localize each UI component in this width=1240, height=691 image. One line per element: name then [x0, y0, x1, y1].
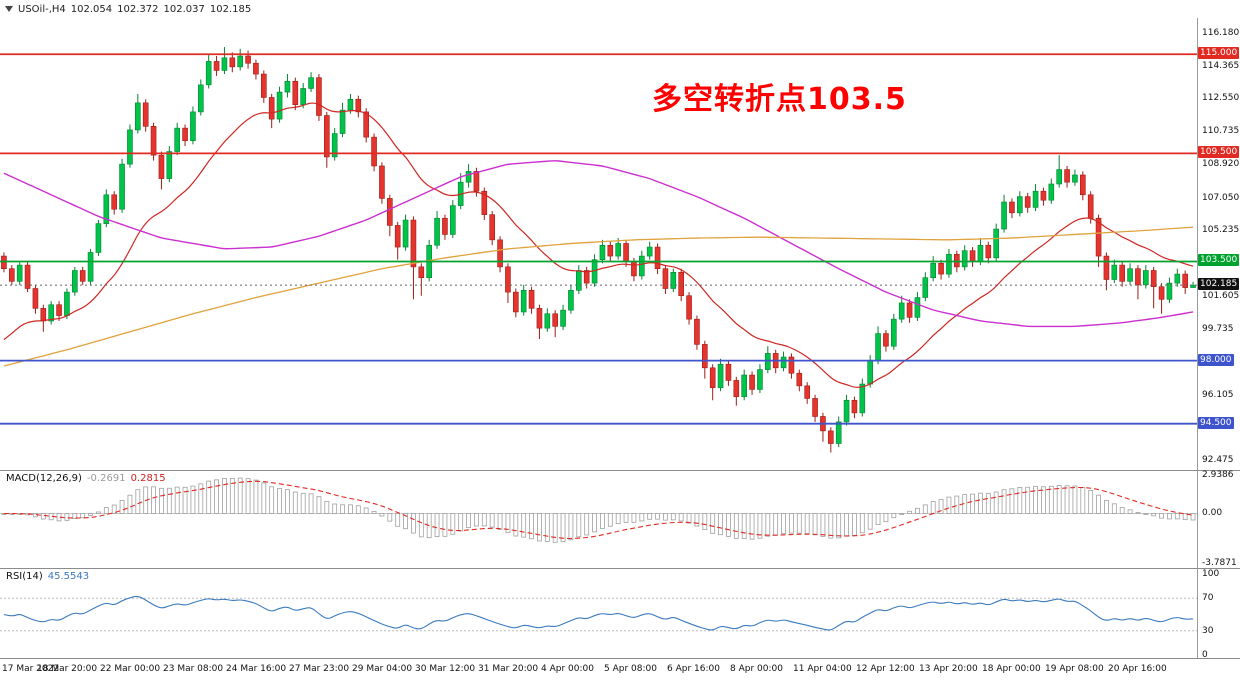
macd-header: MACD(12,26,9) -0.2691 0.2815	[6, 473, 171, 484]
price-level-badge: 109.500	[1198, 146, 1240, 159]
macd-axis-label: 0.00	[1202, 508, 1223, 519]
panel-separator	[0, 470, 1240, 471]
macd-panel-canvas[interactable]	[0, 470, 1197, 568]
time-axis-label: 5 Apr 08:00	[604, 664, 657, 674]
price-axis-label: 107.050	[1202, 192, 1240, 203]
time-axis: 17 Mar 2022 18 Mar 20:00 22 Mar 00:00 23 Ma…	[0, 660, 1197, 690]
ohlc-close-value: 102.185	[209, 4, 252, 15]
price-level-badge: 103.500	[1198, 254, 1240, 267]
ma-magenta-line	[3, 160, 1194, 328]
time-axis-label: 18 Apr 00:00	[982, 664, 1041, 674]
price-axis-label: 112.550	[1202, 93, 1240, 104]
rsi-axis-label: 100	[1202, 569, 1220, 579]
time-axis-label: 12 Apr 12:00	[856, 664, 915, 674]
candles-group	[1, 47, 1196, 453]
price-axis-label: 108.920	[1202, 158, 1240, 169]
macd-axis-label: 2.9386	[1202, 470, 1234, 481]
price-axis-label: 99.735	[1202, 324, 1234, 335]
time-axis-label: 4 Apr 00:00	[541, 664, 594, 674]
time-axis-label: 31 Mar 20:00	[478, 664, 539, 674]
ma-red-line	[3, 102, 1194, 388]
rsi-axis-label: 70	[1202, 593, 1214, 604]
macd-axis-label: -3.7871	[1202, 557, 1237, 568]
price-chart-canvas[interactable]	[0, 18, 1197, 470]
rsi-line	[3, 595, 1194, 631]
price-axis-label: 110.735	[1202, 126, 1240, 137]
time-axis-label: 11 Apr 04:00	[793, 664, 852, 674]
value-axis-column: 115.000 109.500 103.500 98.000 94.500 116.180…	[1197, 0, 1240, 691]
price-level-badge: 115.000	[1198, 47, 1240, 60]
price-level-badge: 94.500	[1198, 416, 1234, 429]
macd-signal-value: 0.2815	[130, 473, 166, 484]
time-axis-label: 17 Mar 2022	[2, 664, 60, 674]
time-axis-label: 29 Mar 04:00	[352, 664, 413, 674]
time-axis-label: 22 Mar 00:00	[100, 664, 161, 674]
macd-main-value: -0.2691	[86, 473, 126, 484]
price-axis-label: 114.365	[1202, 60, 1240, 71]
panel-separator	[0, 568, 1240, 569]
rsi-axis-label: 30	[1202, 625, 1214, 636]
price-level-badge: 98.000	[1198, 353, 1234, 366]
ohlc-high-value: 102.372	[117, 4, 159, 15]
time-axis-label: 30 Mar 12:00	[415, 664, 476, 674]
time-axis-label: 18 Mar 20:00	[37, 664, 98, 674]
rsi-label: RSI(14)	[6, 571, 43, 582]
axis-separator-line	[1197, 18, 1198, 658]
time-axis-label: 27 Mar 23:00	[289, 664, 350, 674]
rsi-axis-label: 0	[1202, 650, 1208, 660]
macd-histogram	[1, 477, 1196, 543]
chart-annotation-text: 多空转折点103.5	[652, 82, 907, 117]
current-price-badge: 102.185	[1198, 278, 1240, 291]
time-axis-label: 23 Mar 08:00	[163, 664, 224, 674]
ohlc-low-value: 102.037	[163, 4, 205, 15]
chart-ohlc-header: USOil-,H4 102.054 102.372 102.037 102.185	[5, 4, 256, 15]
time-axis-label: 20 Apr 16:00	[1108, 664, 1167, 674]
macd-signal-line	[3, 480, 1194, 540]
rsi-panel-canvas[interactable]	[0, 568, 1197, 658]
time-axis-label: 6 Apr 16:00	[667, 664, 720, 674]
price-axis-label: 96.105	[1202, 389, 1234, 400]
price-axis-label: 101.605	[1202, 290, 1240, 301]
symbol-period-label: USOil-,H4	[18, 4, 66, 15]
price-axis-label: 92.475	[1202, 455, 1234, 466]
price-axis-label: 116.180	[1202, 27, 1240, 38]
ma-orange-line	[3, 226, 1194, 367]
rsi-value: 45.5543	[47, 571, 90, 582]
price-axis-label: 105.235	[1202, 225, 1240, 236]
symbol-dropdown-triangle-icon[interactable]	[5, 6, 13, 12]
time-axis-label: 8 Apr 00:00	[730, 664, 783, 674]
time-axis-label: 19 Apr 08:00	[1045, 664, 1104, 674]
macd-label: MACD(12,26,9)	[6, 473, 82, 484]
time-axis-label: 13 Apr 20:00	[919, 664, 978, 674]
rsi-header: RSI(14) 45.5543	[6, 571, 94, 582]
panel-separator	[0, 658, 1240, 659]
time-axis-label: 24 Mar 16:00	[226, 664, 287, 674]
ohlc-open-value: 102.054	[70, 4, 113, 15]
